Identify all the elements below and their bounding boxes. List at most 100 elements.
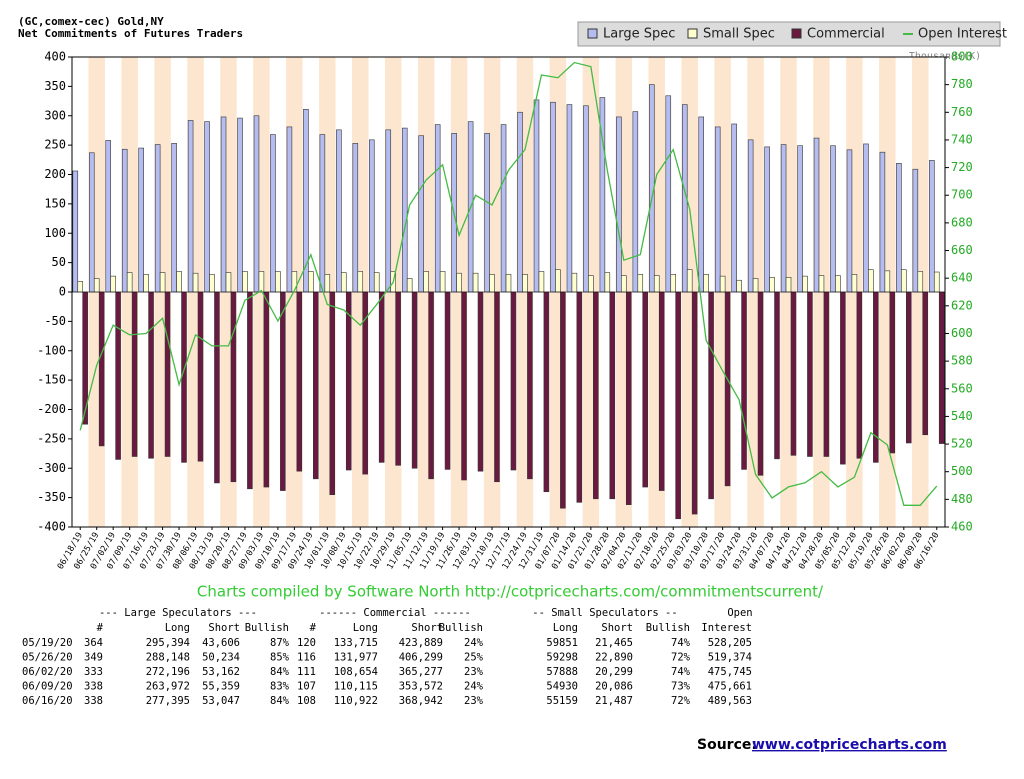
table-cell: 21,487 bbox=[595, 695, 633, 707]
y-tick-label: 50 bbox=[52, 255, 66, 269]
table-cell: 05/19/20 bbox=[22, 637, 73, 649]
bar bbox=[220, 116, 227, 293]
y2-tick-label: 500 bbox=[951, 464, 973, 478]
bar bbox=[378, 291, 385, 463]
table-cell: 133,715 bbox=[334, 637, 378, 649]
bar bbox=[406, 278, 413, 293]
table-cell: 24% bbox=[464, 637, 484, 649]
bar bbox=[764, 146, 770, 293]
bar bbox=[560, 291, 566, 509]
table-cell: 489,563 bbox=[708, 695, 752, 707]
bar bbox=[472, 272, 479, 293]
table-cell: 272,196 bbox=[146, 666, 190, 678]
table-cell: 107 bbox=[297, 681, 316, 693]
bar bbox=[242, 271, 248, 293]
table-cell: 277,395 bbox=[146, 695, 190, 707]
table-cell: 87% bbox=[270, 637, 290, 649]
table-cell: 05/26/20 bbox=[22, 652, 73, 664]
table-group: Open bbox=[727, 607, 752, 619]
table-cell: 23% bbox=[464, 695, 484, 707]
bar bbox=[270, 134, 276, 293]
y-tick-label: -250 bbox=[37, 431, 66, 445]
y-tick-label: 350 bbox=[44, 79, 66, 93]
legend-label: Large Spec bbox=[603, 27, 675, 42]
bar bbox=[785, 277, 792, 293]
table-cell: 519,374 bbox=[708, 652, 752, 664]
table-header: Long bbox=[165, 622, 190, 634]
footer: Charts compiled by Software North http:/… bbox=[197, 583, 824, 601]
legend-label: Small Spec bbox=[703, 27, 775, 42]
bar bbox=[863, 143, 869, 293]
bar bbox=[846, 149, 853, 293]
bar bbox=[428, 291, 434, 480]
y-tick-label: 250 bbox=[44, 138, 66, 152]
bar bbox=[642, 291, 648, 488]
table-cell: 25% bbox=[464, 652, 484, 664]
bar bbox=[527, 291, 533, 480]
table-cell: 72% bbox=[671, 695, 691, 707]
table-group: --- Large Speculators --- bbox=[99, 607, 257, 619]
y-tick-label: 100 bbox=[44, 226, 66, 240]
bar bbox=[192, 272, 199, 293]
table-cell: 57888 bbox=[546, 666, 578, 678]
bar bbox=[731, 123, 737, 293]
table-header: Bullish bbox=[439, 622, 483, 634]
bar bbox=[176, 271, 182, 293]
table-cell: 338 bbox=[84, 695, 103, 707]
bar bbox=[774, 291, 780, 460]
bar bbox=[675, 291, 681, 520]
y-tick-label: 150 bbox=[44, 196, 66, 210]
bar bbox=[933, 271, 940, 293]
table-cell: 333 bbox=[84, 666, 103, 678]
bar bbox=[275, 271, 281, 293]
bar bbox=[345, 291, 352, 471]
bar bbox=[736, 279, 742, 293]
bar bbox=[313, 291, 319, 480]
bar bbox=[209, 274, 215, 293]
table-cell: 108,654 bbox=[334, 666, 378, 678]
table-cell: 110,922 bbox=[334, 695, 378, 707]
legend-swatch bbox=[587, 28, 598, 39]
bar bbox=[708, 291, 714, 500]
bar bbox=[757, 291, 764, 476]
bar bbox=[625, 291, 632, 505]
bar bbox=[665, 95, 672, 293]
bar bbox=[126, 272, 133, 293]
bar bbox=[418, 135, 424, 293]
bar bbox=[319, 134, 326, 293]
bar bbox=[385, 129, 392, 293]
bar bbox=[691, 291, 698, 515]
bar bbox=[131, 291, 138, 457]
bar bbox=[555, 269, 561, 293]
table-cell: 55159 bbox=[546, 695, 578, 707]
table-cell: 475,661 bbox=[708, 681, 752, 693]
bar bbox=[143, 274, 149, 293]
table-header: Interest bbox=[701, 622, 752, 634]
table-header: Short bbox=[411, 622, 443, 634]
table-cell: 423,889 bbox=[399, 637, 443, 649]
bar bbox=[840, 291, 846, 465]
legend-label: Commercial bbox=[807, 27, 885, 42]
source-link[interactable]: www.cotpricecharts.com bbox=[752, 737, 947, 753]
bar bbox=[533, 99, 540, 293]
table-cell: 55,359 bbox=[202, 681, 240, 693]
bar bbox=[703, 274, 709, 293]
table-cell: 349 bbox=[84, 652, 103, 664]
bar bbox=[369, 139, 375, 293]
y-tick-label: -200 bbox=[37, 402, 66, 416]
table-cell: 74% bbox=[671, 637, 691, 649]
bar bbox=[522, 274, 528, 293]
y-tick-label: -150 bbox=[37, 373, 66, 387]
table-cell: 20,299 bbox=[595, 666, 633, 678]
bar bbox=[489, 274, 495, 293]
bar bbox=[632, 111, 639, 293]
bar bbox=[500, 124, 507, 293]
bar bbox=[714, 126, 721, 293]
table-header: Short bbox=[208, 622, 240, 634]
table-header: Long bbox=[553, 622, 578, 634]
table-header: Short bbox=[601, 622, 633, 634]
bar bbox=[171, 143, 177, 293]
bar bbox=[181, 291, 187, 463]
table-cell: 21,465 bbox=[595, 637, 633, 649]
table-cell: 120 bbox=[297, 637, 316, 649]
